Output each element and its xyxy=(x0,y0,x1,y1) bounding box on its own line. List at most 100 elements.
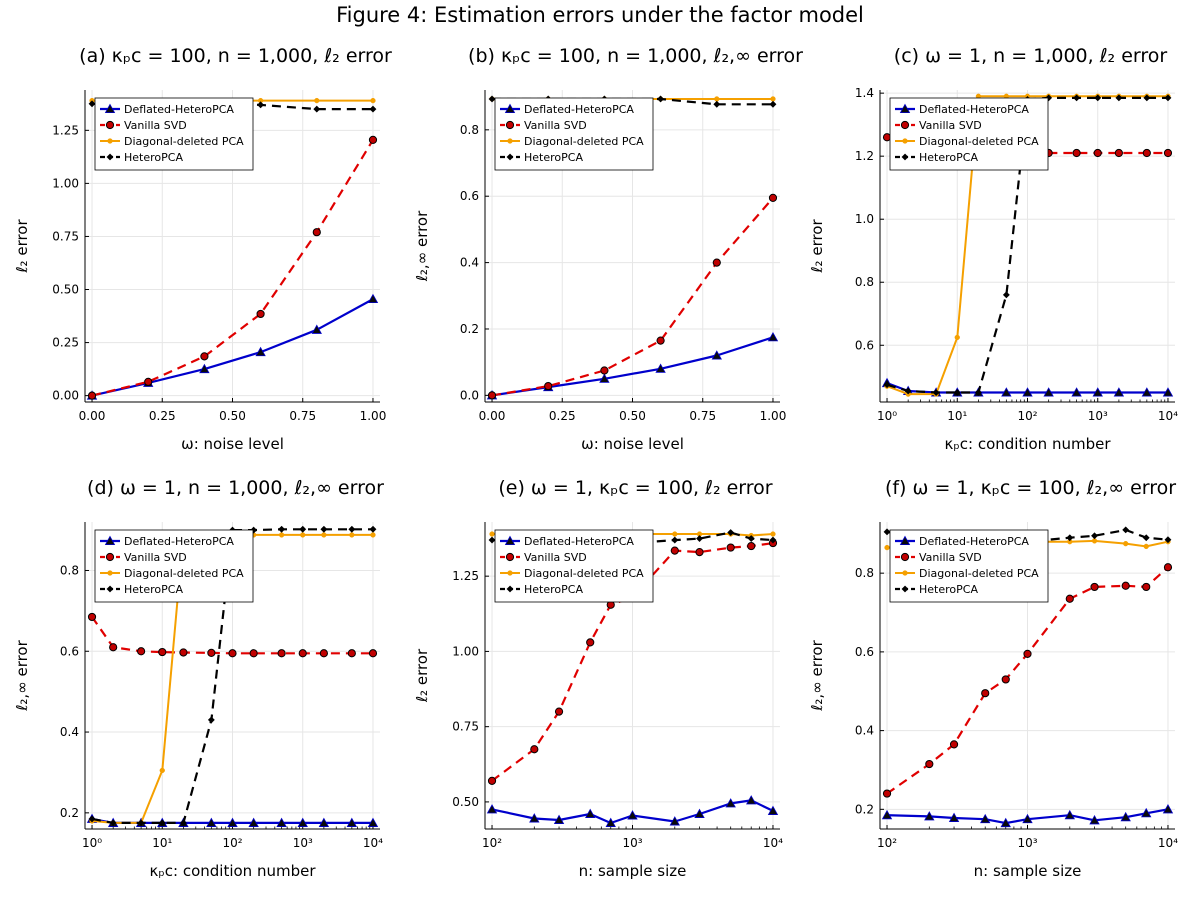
y-tick-label: 0.50 xyxy=(452,795,479,809)
data-point xyxy=(109,643,118,652)
y-axis-label: ℓ₂,∞ error xyxy=(808,639,826,711)
y-tick-label: 0.4 xyxy=(460,256,479,270)
y-tick-label: 0.2 xyxy=(855,802,874,816)
chart-title: (b) κₚc = 100, n = 1,000, ℓ₂,∞ error xyxy=(468,45,803,67)
x-tick-label: 10³ xyxy=(293,836,313,850)
series-vanilla-svd xyxy=(87,135,378,400)
data-point xyxy=(1163,563,1173,572)
data-point xyxy=(248,817,259,827)
legend-label: Diagonal-deleted PCA xyxy=(524,135,644,148)
data-point xyxy=(321,532,327,538)
data-point xyxy=(727,529,735,536)
data-point xyxy=(109,819,117,827)
chart-panel-3: (c) ω = 1, n = 1,000, ℓ₂ error 10⁰ 10¹ 10² 1… xyxy=(808,45,1178,453)
data-point xyxy=(159,767,165,774)
data-point xyxy=(278,525,286,533)
data-point xyxy=(300,532,306,538)
legend-label: Diagonal-deleted PCA xyxy=(124,567,244,580)
legend-marker xyxy=(105,552,115,562)
data-point xyxy=(655,363,666,373)
data-point xyxy=(953,389,961,396)
y-axis-label: ℓ₂ error xyxy=(808,219,826,274)
series-deflated-heteropca xyxy=(486,795,779,827)
data-point xyxy=(1121,581,1130,590)
data-point xyxy=(1091,538,1098,544)
legend-label: HeteroPCA xyxy=(919,583,978,596)
y-tick-label: 0.6 xyxy=(460,189,479,203)
x-tick-label: 10² xyxy=(482,836,502,850)
data-point xyxy=(1115,94,1123,102)
data-point xyxy=(320,525,328,533)
legend-marker xyxy=(902,570,908,576)
x-axis-label: ω: noise level xyxy=(181,435,284,453)
legend-label: HeteroPCA xyxy=(524,583,583,596)
x-axis-label: n: sample size xyxy=(579,862,687,880)
y-tick-label: 1.00 xyxy=(52,176,79,190)
data-point xyxy=(312,228,321,237)
y-tick-label: 0.8 xyxy=(460,123,479,137)
data-point xyxy=(206,817,217,827)
data-point xyxy=(368,135,378,144)
data-point xyxy=(87,391,97,400)
y-tick-label: 1.25 xyxy=(452,569,479,583)
data-point xyxy=(770,531,776,537)
data-point xyxy=(529,813,540,823)
x-tick-label: 10² xyxy=(877,836,897,850)
x-tick-label: 1.00 xyxy=(360,409,387,423)
legend-box xyxy=(494,529,654,603)
data-point xyxy=(367,293,379,304)
legend-box xyxy=(94,97,254,171)
data-point xyxy=(144,377,153,386)
data-point xyxy=(489,531,495,537)
data-point xyxy=(881,809,893,820)
legend-marker xyxy=(506,585,514,593)
x-tick-label: 10² xyxy=(1017,409,1037,423)
legend-label: HeteroPCA xyxy=(124,583,183,596)
y-axis-label: ℓ₂,∞ error xyxy=(413,210,431,282)
y-tick-label: 1.2 xyxy=(855,149,874,163)
data-point xyxy=(1023,649,1032,658)
data-point xyxy=(714,96,720,102)
data-point xyxy=(670,546,679,555)
data-point xyxy=(657,95,665,103)
data-point xyxy=(200,352,209,361)
legend-label: Deflated-HeteroPCA xyxy=(919,103,1029,116)
data-point xyxy=(488,95,496,103)
data-point xyxy=(370,97,376,104)
legend-label: Vanilla SVD xyxy=(524,551,587,564)
data-point xyxy=(695,547,704,557)
data-point xyxy=(605,817,616,827)
data-point xyxy=(671,536,679,544)
data-point xyxy=(1093,148,1102,158)
legend: Deflated-HeteroPCA Vanilla SVD Diagonal-de… xyxy=(494,97,654,171)
x-axis-label: n: sample size xyxy=(974,862,1082,880)
series-vanilla-svd xyxy=(487,193,778,400)
data-point xyxy=(311,324,322,334)
data-point xyxy=(768,193,778,202)
data-point xyxy=(585,808,596,818)
data-point xyxy=(255,346,266,357)
data-point xyxy=(369,105,377,113)
data-point xyxy=(725,798,736,808)
legend-marker xyxy=(104,103,116,113)
legend-marker xyxy=(505,552,515,562)
legend-marker xyxy=(507,138,513,144)
series-line xyxy=(91,139,374,397)
data-point xyxy=(486,804,498,814)
y-tick-label: 0.6 xyxy=(855,645,874,659)
data-point xyxy=(1142,582,1151,592)
chart-title: (e) ω = 1, κₚc = 100, ℓ₂ error xyxy=(498,477,772,499)
x-tick-label: 10² xyxy=(222,836,242,850)
data-point xyxy=(277,649,286,658)
x-tick-label: 10⁴ xyxy=(1158,836,1178,850)
y-tick-label: 0.2 xyxy=(60,806,79,820)
x-tick-label: 10¹ xyxy=(152,836,172,850)
chart-title: (a) κₚc = 100, n = 1,000, ℓ₂ error xyxy=(79,45,392,67)
data-point xyxy=(1066,534,1074,542)
legend-label: HeteroPCA xyxy=(919,151,978,164)
legend-marker xyxy=(106,153,114,161)
data-point xyxy=(249,649,258,658)
legend-marker xyxy=(900,552,910,562)
